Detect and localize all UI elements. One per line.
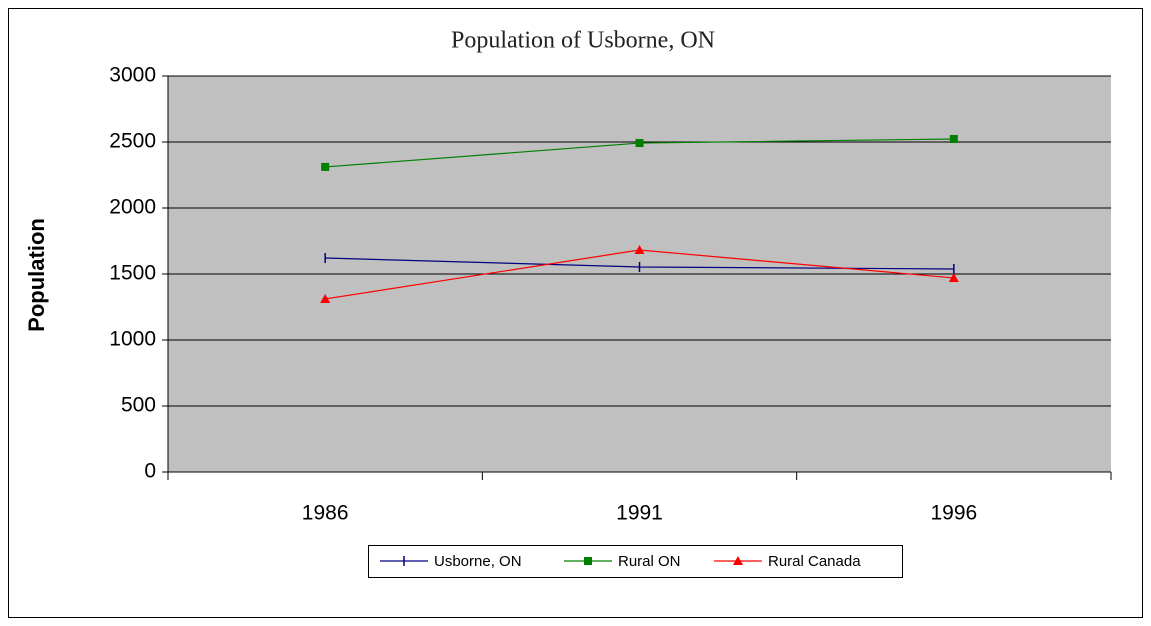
x-tick-label: 1996	[930, 502, 977, 525]
chart-title: Population of Usborne, ON	[451, 28, 715, 54]
marker	[949, 134, 958, 143]
y-tick-label: 0	[144, 460, 156, 483]
marker	[634, 244, 645, 254]
y-tick-label: 1000	[109, 328, 156, 351]
marker	[733, 556, 743, 565]
x-tick-label: 1986	[302, 502, 349, 525]
marker	[584, 557, 592, 565]
y-axis-label: Population	[24, 218, 49, 332]
y-tick-label: 2000	[109, 196, 156, 219]
marker	[321, 162, 330, 171]
legend-label: Rural ON	[618, 553, 681, 570]
y-tick-label: 500	[121, 394, 156, 417]
y-tick-label: 2500	[109, 130, 156, 153]
marker	[635, 139, 644, 148]
marker	[948, 272, 959, 282]
x-tick-label: 1991	[616, 502, 663, 525]
y-tick-label: 1500	[109, 262, 156, 285]
legend-label: Usborne, ON	[434, 553, 522, 570]
legend-box	[368, 545, 903, 578]
marker	[320, 293, 331, 303]
y-tick-label: 3000	[109, 64, 156, 87]
legend-label: Rural Canada	[768, 553, 861, 570]
